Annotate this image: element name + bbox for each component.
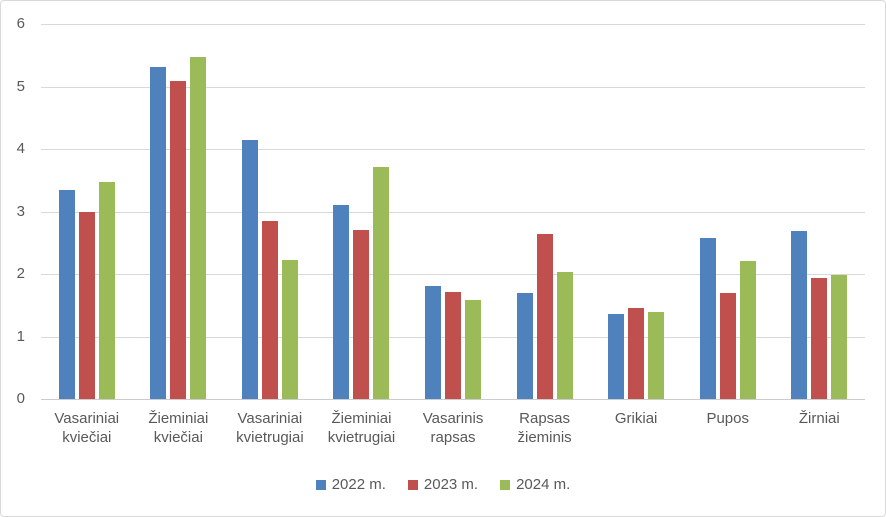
bar-group	[224, 24, 316, 399]
legend-label: 2022 m.	[331, 476, 386, 493]
bar-2024-m	[281, 259, 298, 399]
y-tick-label: 4	[16, 140, 25, 157]
bar-2023-m	[261, 220, 278, 399]
bar-2023-m	[78, 211, 95, 399]
y-tick-label: 6	[16, 15, 25, 32]
bar-2023-m	[719, 292, 736, 399]
bar-group	[774, 24, 866, 399]
bar-group	[41, 24, 133, 399]
gridline	[41, 274, 865, 275]
bar-2023-m	[170, 80, 187, 399]
bar-2024-m	[98, 181, 115, 399]
bar-2022-m	[608, 314, 625, 399]
bar-group	[499, 24, 591, 399]
bar-2022-m	[333, 204, 350, 399]
y-tick-label: 3	[16, 202, 25, 220]
legend-item: 2023 m.	[407, 476, 479, 493]
gridline	[41, 24, 865, 25]
bar-2023-m	[445, 291, 462, 399]
bar-2023-m	[811, 278, 828, 399]
legend-marker-icon	[407, 479, 418, 490]
gridline	[41, 211, 865, 213]
bar-group	[407, 24, 499, 399]
x-category-label: Pupos	[706, 410, 749, 427]
bar-2024-m	[831, 275, 848, 399]
x-axis-labels: Vasariniai kviečiai Žieminiai kviečiai Vas…	[41, 409, 865, 447]
x-category-label: Žirniai	[798, 410, 840, 427]
bar-group	[682, 24, 774, 399]
x-category-label: Grikiai	[614, 410, 658, 427]
bar-2022-m	[791, 230, 808, 399]
gridline	[41, 86, 865, 88]
bar-groups	[41, 24, 865, 399]
x-category-label: Žieminiai kvietrugiai	[327, 410, 396, 446]
x-category-label: Vasariniai kvietrugiai	[236, 410, 304, 446]
x-category-label: Vasarinis rapsas	[422, 410, 484, 446]
bar-2023-m	[628, 307, 645, 399]
bar-2022-m	[241, 139, 258, 399]
bar-2024-m	[465, 299, 482, 399]
bar-2023-m	[536, 234, 553, 399]
legend-item: 2022 m.	[315, 476, 386, 493]
legend-marker-icon	[315, 479, 326, 490]
bar-2024-m	[648, 312, 665, 399]
bar-2024-m	[190, 56, 207, 399]
bar-2022-m	[58, 190, 75, 399]
y-tick-label: 5	[16, 77, 25, 95]
x-category-label: Vasariniai kviečiai	[54, 410, 120, 446]
y-tick-label: 2	[16, 265, 25, 282]
plot-area	[41, 24, 865, 400]
bar-group	[316, 24, 408, 399]
bar-2022-m	[699, 238, 716, 399]
legend: 2022 m. 2023 m. 2024 m.	[1, 476, 885, 493]
x-category-label: Rapsas žieminis	[517, 410, 572, 446]
bar-2024-m	[373, 167, 390, 399]
bar-2022-m	[150, 66, 167, 399]
legend-label: 2023 m.	[423, 476, 479, 493]
y-tick-label: 0	[16, 390, 25, 407]
legend-label: 2024 m.	[516, 476, 571, 493]
bar-group	[590, 24, 682, 399]
bar-group	[133, 24, 225, 399]
bar-2023-m	[353, 230, 370, 399]
bar-2024-m	[739, 260, 756, 399]
bar-2024-m	[556, 272, 573, 399]
x-category-label: Žieminiai kviečiai	[148, 410, 209, 446]
x-axis-line	[41, 399, 865, 400]
legend-item: 2024 m.	[500, 476, 570, 493]
y-tick-label: 1	[16, 327, 25, 345]
gridline	[41, 149, 865, 150]
bar-2022-m	[516, 293, 533, 399]
bar-2022-m	[425, 285, 442, 399]
legend-marker-icon	[500, 479, 511, 490]
